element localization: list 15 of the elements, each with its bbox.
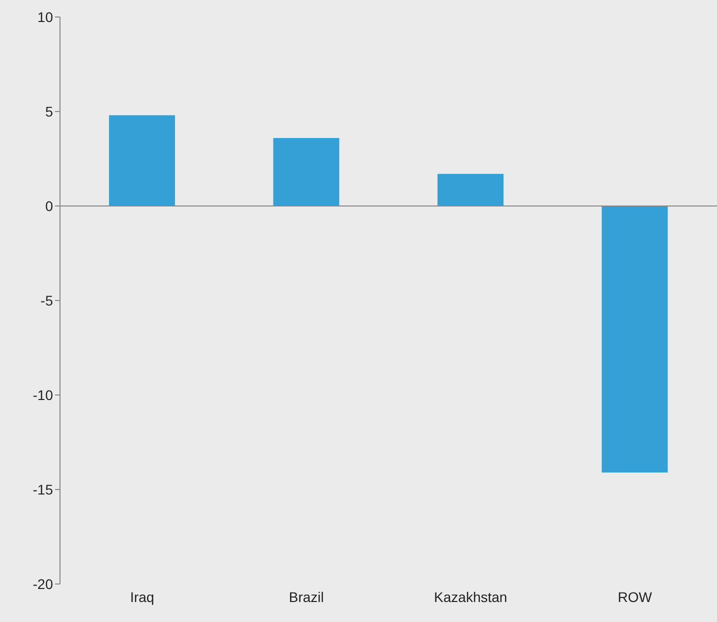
y-tick-label: -20 <box>32 576 54 592</box>
y-tick-label: -15 <box>32 481 54 498</box>
y-tick-label: -10 <box>32 386 54 403</box>
bar <box>438 174 504 206</box>
y-tick-label: 0 <box>45 198 54 214</box>
x-tick-label: Iraq <box>130 588 154 605</box>
y-tick-label: 5 <box>45 103 54 120</box>
bar <box>602 206 668 472</box>
y-tick-label: -5 <box>40 292 54 308</box>
bar <box>109 115 175 206</box>
y-tick-label: 10 <box>37 8 54 25</box>
x-tick-label: Brazil <box>288 588 324 605</box>
x-tick-label: ROW <box>618 588 653 605</box>
bar <box>273 138 340 206</box>
x-tick-label: Kazakhstan <box>434 588 508 605</box>
